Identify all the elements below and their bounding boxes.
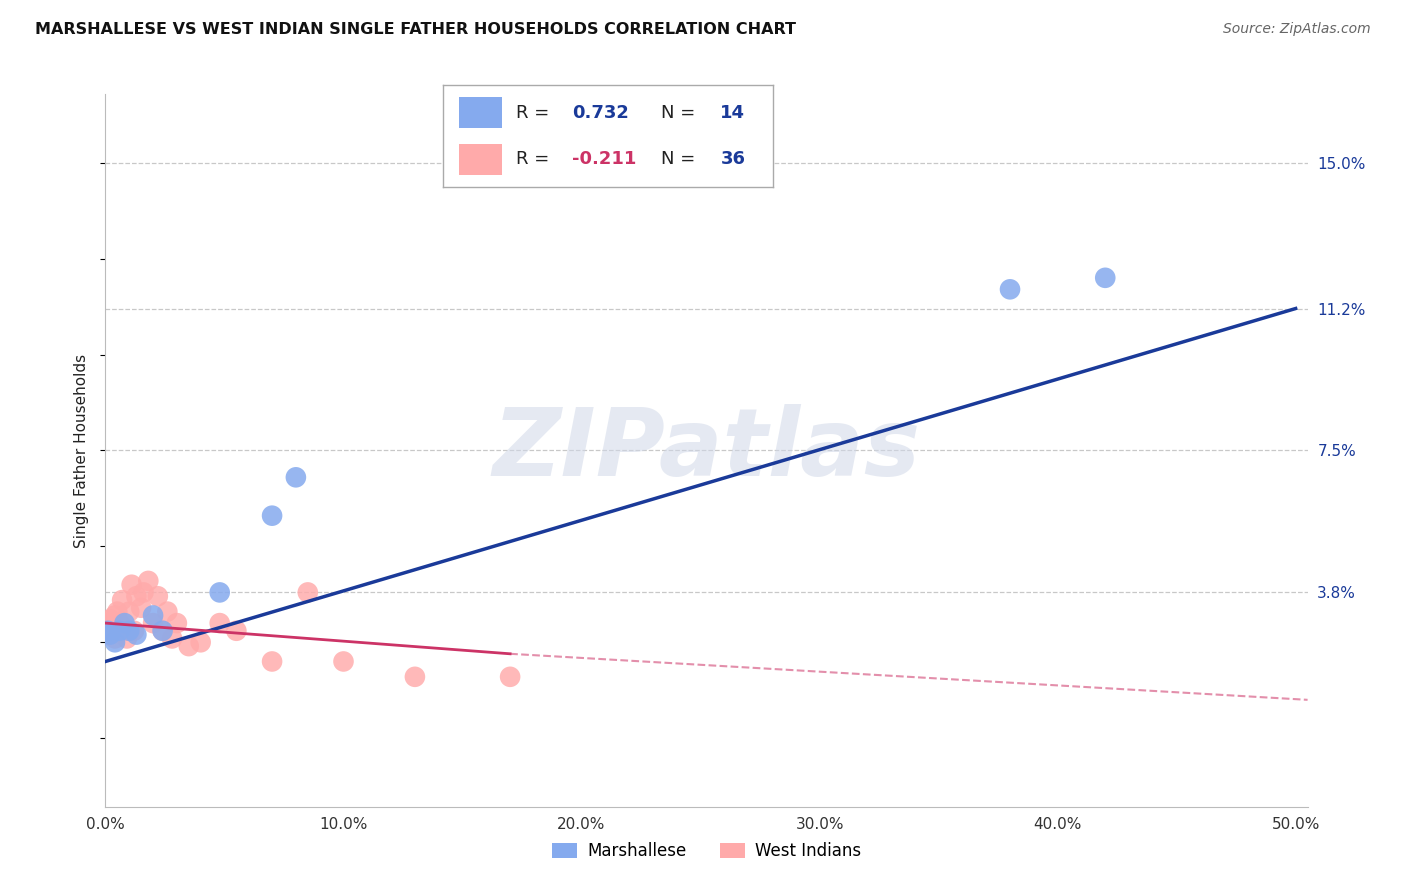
Point [160, 632, 183, 646]
Point [111, 593, 134, 607]
Text: 36: 36 [720, 150, 745, 168]
Text: Source: ZipAtlas.com: Source: ZipAtlas.com [1223, 22, 1371, 37]
Point [108, 616, 131, 631]
Point [332, 655, 354, 669]
Point [97, 616, 120, 631]
Point [125, 589, 148, 603]
Point [146, 589, 169, 603]
Point [97, 624, 120, 638]
Point [156, 605, 179, 619]
Point [177, 639, 200, 653]
Point [115, 632, 138, 646]
Point [98, 627, 121, 641]
Point [262, 508, 284, 523]
Point [121, 578, 143, 592]
Point [132, 585, 155, 599]
Text: R =: R = [516, 150, 554, 168]
Point [404, 670, 426, 684]
Text: -0.211: -0.211 [572, 150, 636, 168]
Point [208, 585, 231, 599]
Point [111, 620, 134, 634]
Point [104, 608, 127, 623]
Point [142, 608, 165, 623]
Text: N =: N = [661, 150, 702, 168]
Point [166, 616, 188, 631]
Point [152, 624, 174, 638]
Point [101, 620, 124, 634]
Point [998, 282, 1021, 296]
Bar [460, 97, 502, 128]
Point [190, 635, 212, 649]
Text: R =: R = [516, 104, 554, 122]
Point [208, 616, 231, 631]
Point [108, 624, 131, 638]
Point [114, 624, 136, 638]
Point [98, 612, 121, 626]
Text: 0.732: 0.732 [572, 104, 628, 122]
Point [122, 624, 145, 638]
Point [104, 632, 127, 646]
Point [118, 605, 141, 619]
Point [104, 635, 127, 649]
Point [152, 624, 174, 638]
Point [98, 624, 121, 638]
Point [105, 605, 128, 619]
Point [136, 574, 159, 588]
Text: 14: 14 [720, 104, 745, 122]
Bar [460, 145, 502, 175]
Point [108, 624, 131, 638]
Point [225, 624, 247, 638]
Point [118, 624, 141, 638]
Text: N =: N = [661, 104, 702, 122]
Text: ZIPatlas: ZIPatlas [492, 404, 921, 497]
Point [297, 585, 319, 599]
Text: MARSHALLESE VS WEST INDIAN SINGLE FATHER HOUSEHOLDS CORRELATION CHART: MARSHALLESE VS WEST INDIAN SINGLE FATHER… [35, 22, 796, 37]
Legend: Marshallese, West Indians: Marshallese, West Indians [546, 836, 868, 867]
Point [499, 670, 522, 684]
Point [97, 627, 120, 641]
Point [284, 470, 307, 484]
Y-axis label: Single Father Households: Single Father Households [75, 353, 90, 548]
Point [262, 655, 284, 669]
Point [125, 627, 148, 641]
Point [129, 600, 152, 615]
Point [114, 616, 136, 631]
Point [142, 616, 165, 631]
Point [1094, 270, 1116, 285]
